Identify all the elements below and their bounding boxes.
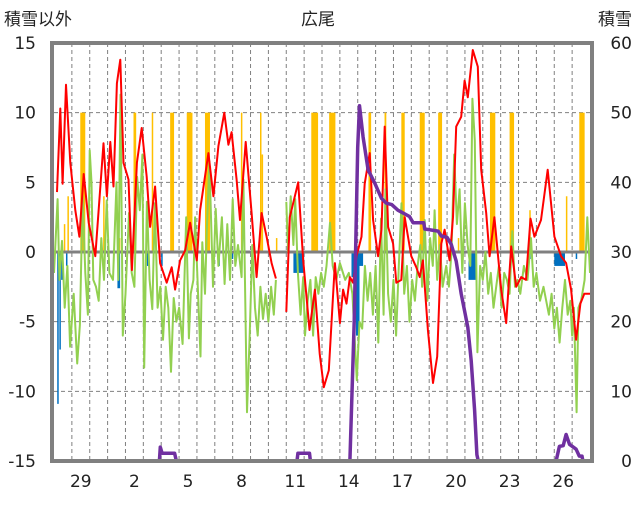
y-right-tick-label: 50 [610, 104, 632, 124]
sunshine-bar [151, 112, 154, 253]
sunshine-bar [565, 196, 568, 252]
y-left-tick-label: 10 [14, 104, 36, 124]
y-right-tick-label: 20 [610, 313, 632, 333]
precipitation-bar [468, 252, 476, 280]
sunshine-bar [261, 154, 264, 252]
temperature-line [56, 49, 590, 389]
sunshine-bar [170, 112, 175, 253]
sunshine-bar [186, 112, 193, 253]
sunshine-bar [438, 112, 443, 253]
y-right-tick-label: 60 [610, 34, 632, 54]
precipitation-bar [161, 252, 163, 266]
y-left-tick-label: -10 [8, 382, 36, 402]
y-right-tick-label: 40 [610, 173, 632, 193]
y-left-tick-label: 15 [14, 34, 36, 54]
x-tick-label: 5 [183, 472, 194, 492]
y-left-tick-label: 0 [25, 243, 36, 263]
grid [54, 43, 590, 461]
sunshine-bar [260, 112, 262, 253]
precipitation-bar [59, 252, 61, 350]
y-right-tick-label: 10 [610, 382, 632, 402]
precipitation-bar [57, 252, 59, 404]
x-tick-label: 26 [552, 472, 574, 492]
precipitation-bar [146, 252, 149, 266]
x-tick-label: 8 [236, 472, 247, 492]
sunshine-bar [368, 112, 372, 253]
left-axis-title: 積雪以外 [4, 10, 72, 30]
precipitation-bar [231, 252, 234, 259]
x-tick-label: 17 [392, 472, 414, 492]
precipitation-bar [355, 252, 360, 336]
right-axis-title: 積雪 [598, 10, 632, 30]
sunshine-bar [419, 112, 425, 253]
sunshine-bar [311, 112, 319, 253]
frame [50, 41, 594, 463]
precipitation-bar [293, 252, 305, 273]
x-tick-label: 29 [70, 472, 92, 492]
precipitation-bar [359, 252, 364, 266]
sunshine-bar [329, 112, 336, 253]
y-right-tick-label: 0 [621, 452, 632, 472]
y-left-tick-label: -5 [19, 313, 36, 333]
sunshine-bar [204, 112, 210, 253]
sunshine-bar [489, 112, 496, 253]
x-tick-label: 2 [129, 472, 140, 492]
y-right-tick-label: 30 [610, 243, 632, 263]
sunshine-bar [103, 196, 105, 252]
sunshine-bar [240, 112, 243, 253]
chart-title: 広尾 [301, 10, 335, 30]
precipitation-bar [61, 252, 63, 280]
precipitation-bar [575, 252, 578, 259]
sunshine-bar [133, 112, 137, 253]
plot-frame [50, 41, 594, 463]
y-left-tick-label: -15 [8, 452, 36, 472]
sunshine-bar [457, 238, 460, 252]
sunshine-bar [401, 112, 405, 253]
x-tick-label: 14 [338, 472, 360, 492]
sunshine-bar [579, 112, 585, 253]
x-tick-label: 11 [284, 472, 306, 492]
precipitation-bar [554, 252, 565, 266]
y-left-tick-label: 5 [25, 173, 36, 193]
sunshine-bar [67, 196, 69, 252]
x-tick-label: 23 [499, 472, 521, 492]
precipitation-bar [65, 252, 68, 266]
sunshine-bar [275, 238, 278, 252]
x-tick-label: 20 [445, 472, 467, 492]
sunshine-bar [509, 112, 515, 253]
sunshine-bar [384, 112, 387, 253]
sunshine-bar [63, 224, 66, 252]
